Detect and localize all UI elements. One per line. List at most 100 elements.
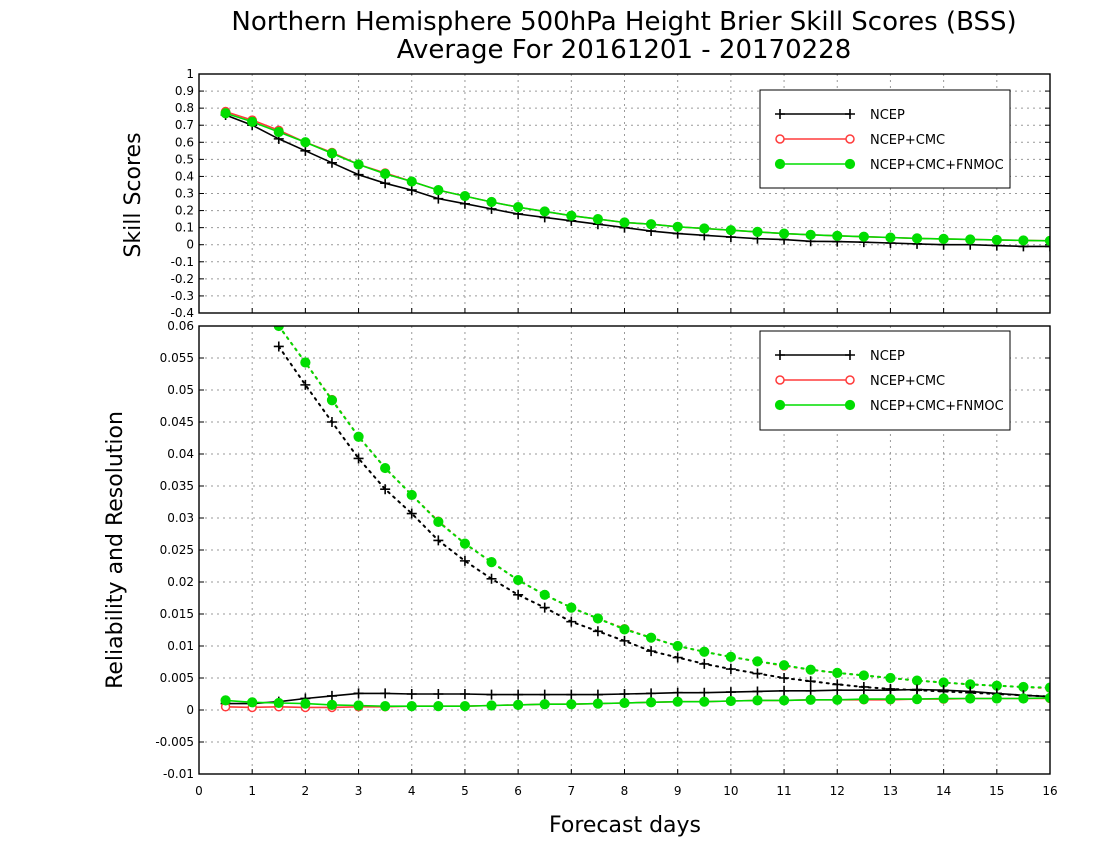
legend-marker-ncep <box>775 109 785 119</box>
bottom-panel-ylabel: Reliability and Resolution <box>103 411 128 689</box>
data-point-ncep-plus-cmc-plus-fnmoc <box>433 701 444 712</box>
legend: NCEP NCEP+CMC NCEP+CMC+FNMOC <box>759 89 1011 189</box>
y-tick-label: -0.3 <box>171 289 194 303</box>
data-point-ncep-plus-cmc-plus-fnmoc <box>858 231 869 242</box>
y-tick-label: 0.05 <box>167 383 194 397</box>
x-tick-label: 5 <box>461 784 469 798</box>
y-tick-label: -0.2 <box>171 272 194 286</box>
data-point-ncep <box>725 687 736 698</box>
data-point-ncep <box>805 676 816 687</box>
data-point-ncep <box>752 686 763 697</box>
y-tick-label: 0.8 <box>175 101 194 115</box>
data-point-ncep <box>672 687 683 698</box>
data-point-ncep <box>646 688 657 699</box>
data-point-ncep <box>513 689 524 700</box>
plot-frame <box>198 73 1051 314</box>
data-point-ncep-plus-cmc-plus-fnmoc <box>752 656 763 667</box>
data-point-ncep <box>406 185 417 196</box>
data-point-ncep-plus-cmc-plus-fnmoc <box>566 210 577 221</box>
y-tick-label: -0.4 <box>171 306 194 320</box>
data-point-ncep-plus-cmc-plus-fnmoc <box>832 230 843 241</box>
legend-marker-ncep <box>775 350 785 360</box>
data-point-ncep-plus-cmc-plus-fnmoc <box>273 126 284 138</box>
data-point-ncep-plus-cmc-plus-fnmoc <box>752 226 763 238</box>
y-tick-label: -0.1 <box>171 255 194 269</box>
legend-marker-ncep-plus-cmc-plus-fnmoc <box>844 158 856 170</box>
data-point-ncep-plus-cmc-plus-fnmoc <box>885 232 896 243</box>
data-point-ncep-plus-cmc-plus-fnmoc <box>300 357 311 368</box>
data-point-ncep-plus-cmc-plus-fnmoc <box>725 695 736 707</box>
data-point-ncep-plus-cmc-plus-fnmoc <box>220 695 231 706</box>
data-point-ncep-plus-cmc-plus-fnmoc <box>619 217 630 228</box>
data-point-ncep-plus-cmc-plus-fnmoc <box>619 697 630 709</box>
x-tick-label: 6 <box>514 784 522 798</box>
data-point-ncep-plus-cmc-plus-fnmoc <box>486 557 497 568</box>
x-tick-label: 13 <box>883 784 898 798</box>
y-tick-label: 0.6 <box>175 135 194 149</box>
data-point-ncep-plus-cmc-plus-fnmoc <box>566 602 577 613</box>
data-point-ncep-plus-cmc-plus-fnmoc <box>380 462 391 474</box>
y-tick-label: 0 <box>186 238 194 252</box>
x-tick-label: 14 <box>936 784 951 798</box>
data-point-ncep-plus-cmc-plus-fnmoc <box>486 196 497 208</box>
y-tick-label: 0.015 <box>160 607 194 621</box>
data-point-ncep-plus-cmc-plus-fnmoc <box>885 672 896 684</box>
skill-scores-panel: 1 0.9 0.8 0.7 0.6 0.5 0.4 0.3 0.2 0.1 0 -0.1 -0.2 -0.… <box>171 67 1051 320</box>
data-point-ncep-plus-cmc-plus-fnmoc <box>911 694 923 705</box>
data-point-ncep <box>380 688 391 699</box>
data-point-ncep-plus-cmc-plus-fnmoc <box>858 670 869 681</box>
data-point-ncep-plus-cmc-plus-fnmoc <box>592 613 604 624</box>
y-tick-label: 0 <box>186 703 194 717</box>
data-point-ncep-plus-cmc-plus-fnmoc <box>778 695 790 706</box>
y-tick-label: -0.005 <box>155 735 194 749</box>
data-point-ncep-plus-cmc-plus-fnmoc <box>1018 235 1029 246</box>
data-point-ncep-plus-cmc-plus-fnmoc <box>885 694 896 705</box>
data-point-ncep <box>592 626 603 637</box>
data-point-ncep <box>566 689 577 700</box>
data-point-ncep-plus-cmc-plus-fnmoc <box>805 694 816 705</box>
data-point-ncep-plus-cmc-plus-fnmoc <box>752 695 763 706</box>
data-point-ncep-plus-cmc-plus-fnmoc <box>513 202 524 213</box>
data-point-ncep <box>459 555 470 566</box>
data-point-ncep <box>433 193 444 204</box>
data-point-ncep-plus-cmc-plus-fnmoc <box>273 326 284 332</box>
data-point-ncep <box>380 484 391 495</box>
data-point-ncep <box>885 685 896 696</box>
data-point-ncep-plus-cmc-plus-fnmoc <box>1018 681 1029 693</box>
data-point-ncep <box>699 687 710 698</box>
data-point-ncep-plus-cmc-plus-fnmoc <box>805 229 816 240</box>
data-point-ncep-plus-cmc-plus-fnmoc <box>513 699 524 710</box>
y-tick-label: 0.035 <box>160 479 194 493</box>
data-point-ncep-plus-cmc-plus-fnmoc <box>938 693 949 704</box>
data-point-ncep-plus-cmc-plus-fnmoc <box>645 697 657 708</box>
reliability-resolution-panel: 0.060.0550.050.0450.040.0350.030.0250.02… <box>155 319 1057 798</box>
data-point-ncep <box>672 652 683 663</box>
data-point-ncep <box>619 689 630 699</box>
data-point-ncep <box>805 685 816 696</box>
data-point-ncep <box>326 417 337 427</box>
legend-marker-ncep-plus-cmc-plus-fnmoc <box>774 399 786 411</box>
data-point-ncep-plus-cmc-plus-fnmoc <box>725 651 736 662</box>
data-point-ncep <box>380 178 391 189</box>
data-point-ncep-plus-cmc-plus-fnmoc <box>645 219 657 230</box>
data-point-ncep <box>300 145 311 156</box>
data-point-ncep <box>273 341 284 352</box>
data-point-ncep-plus-cmc-plus-fnmoc <box>965 234 976 245</box>
y-tick-label: 0.5 <box>175 152 194 166</box>
data-point-ncep-plus-cmc-plus-fnmoc <box>645 632 657 643</box>
data-point-ncep-plus-cmc-plus-fnmoc <box>353 700 364 711</box>
data-point-ncep <box>539 689 550 700</box>
data-point-ncep-plus-cmc-plus-fnmoc <box>326 395 338 406</box>
data-point-ncep-plus-cmc-plus-fnmoc <box>353 431 364 442</box>
data-point-ncep <box>486 689 497 700</box>
legend: NCEP NCEP+CMC NCEP+CMC+FNMOC <box>759 330 1011 431</box>
y-tick-label: 0.4 <box>175 169 194 183</box>
data-point-ncep-plus-cmc-plus-fnmoc <box>778 660 790 671</box>
data-point-ncep-plus-cmc-plus-fnmoc <box>672 640 683 652</box>
data-point-ncep-plus-cmc-plus-fnmoc <box>672 221 683 232</box>
x-axis-label: Forecast days <box>549 813 701 838</box>
y-tick-label: -0.01 <box>163 767 194 781</box>
data-point-ncep-plus-cmc-plus-fnmoc <box>326 148 338 159</box>
data-point-ncep-plus-cmc-plus-fnmoc <box>353 159 364 170</box>
data-point-ncep-plus-cmc-plus-fnmoc <box>672 696 683 707</box>
